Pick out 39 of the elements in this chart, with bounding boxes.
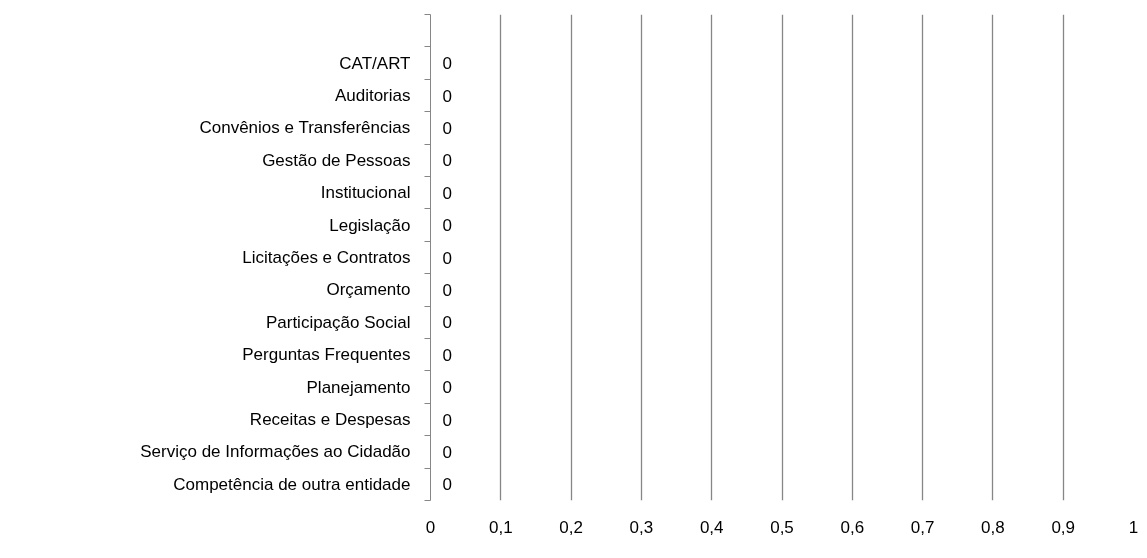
data-label: 0 <box>442 54 452 74</box>
data-label: 0 <box>442 248 452 268</box>
y-tick-label: Orçamento <box>326 280 411 300</box>
y-tick-label: Institucional <box>320 183 411 203</box>
data-label: 0 <box>442 216 452 236</box>
data-label: 0 <box>442 475 452 495</box>
data-label: 0 <box>442 345 452 365</box>
x-tick-label: 0,1 <box>488 517 513 537</box>
x-tick-label: 0,7 <box>910 517 935 537</box>
x-tick-label: 1 <box>1128 517 1139 537</box>
y-tick-label: Serviço de Informações ao Cidadão <box>140 442 411 462</box>
data-label: 0 <box>442 313 452 333</box>
y-tick-label: Receitas e Despesas <box>249 410 411 429</box>
y-tick-label: Planejamento <box>306 377 411 397</box>
y-tick-label: Convênios e Transferências <box>199 118 411 138</box>
x-tick-label: 0,5 <box>770 517 794 537</box>
y-tick-label: Auditorias <box>334 86 411 105</box>
data-label: 0 <box>442 86 452 106</box>
data-label: 0 <box>442 280 452 300</box>
data-label: 0 <box>442 151 452 171</box>
x-tick-label: 0,6 <box>840 517 865 537</box>
data-label: 0 <box>442 442 452 462</box>
data-label: 0 <box>442 183 452 203</box>
x-tick-label: 0,3 <box>629 517 654 537</box>
data-label: 0 <box>442 118 452 138</box>
y-tick-label: Perguntas Frequentes <box>242 345 411 365</box>
y-tick-label: Legislação <box>329 215 411 235</box>
y-tick-label: Gestão de Pessoas <box>262 150 411 170</box>
x-tick-label: 0,4 <box>699 517 724 537</box>
x-tick-label: 0,2 <box>559 517 583 537</box>
x-tick-label: 0,8 <box>981 517 1005 537</box>
y-tick-label: Licitações e Contratos <box>242 248 411 267</box>
y-tick-label: Participação Social <box>265 312 411 332</box>
y-tick-label: Competência de outra entidade <box>173 474 411 494</box>
data-label: 0 <box>442 378 452 398</box>
data-label: 0 <box>442 410 452 430</box>
x-tick-label: 0 <box>425 517 436 537</box>
x-tick-label: 0,9 <box>1051 517 1076 537</box>
y-tick-label: CAT/ART <box>339 53 411 73</box>
